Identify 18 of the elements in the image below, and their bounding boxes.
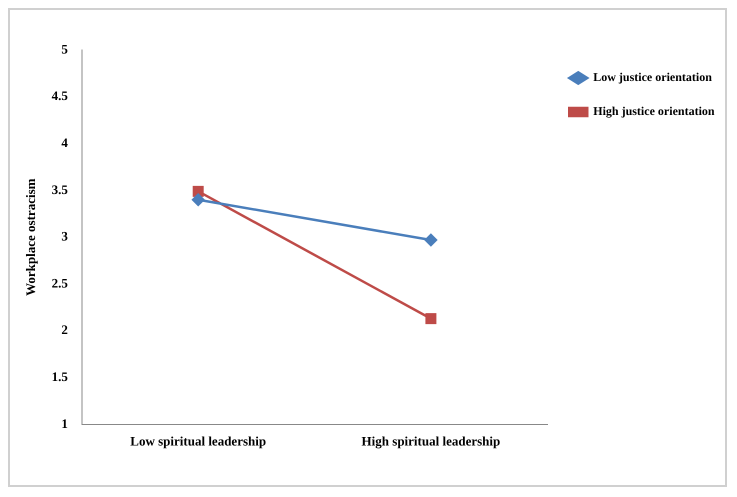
point [192, 194, 204, 206]
y-tick-label: 3.5 [52, 182, 68, 197]
y-tick-label: 4.5 [52, 88, 68, 104]
y-tick-label: 1.5 [52, 368, 68, 384]
legend-label: Low justice orientation [593, 70, 712, 84]
y-tick-label: 3 [61, 228, 68, 244]
y-tick-label: 5 [61, 41, 68, 56]
point [192, 186, 204, 197]
y-tick-label: 2.5 [52, 275, 68, 290]
y-axis-title: Workplace ostracism [23, 178, 38, 296]
point [425, 313, 436, 324]
x-tick-label: Low spiritual leadership [130, 434, 266, 449]
x-tick-label: High spiritual leadership [362, 434, 500, 449]
y-tick-label: 4 [61, 134, 68, 150]
y-tick-label: 2 [61, 322, 68, 338]
legend-label: High justice orientation [593, 104, 715, 118]
y-tick-label: 1 [61, 416, 68, 431]
point [424, 234, 438, 246]
